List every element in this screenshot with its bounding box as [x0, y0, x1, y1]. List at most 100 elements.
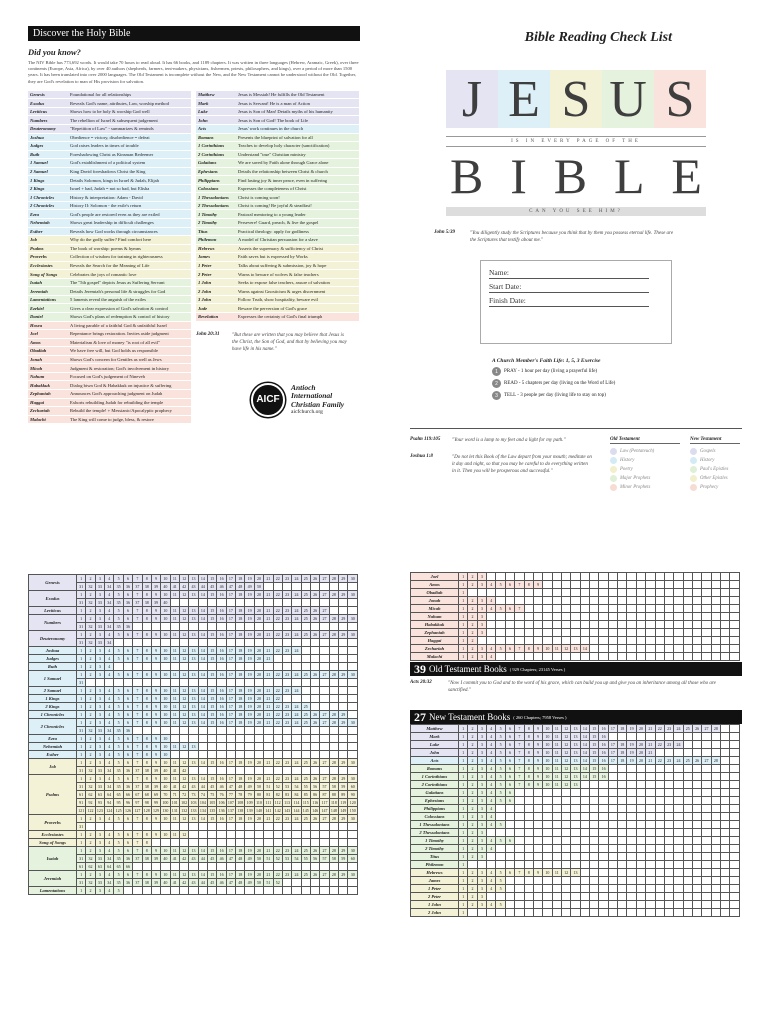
- chapter-checkbox[interactable]: 52: [272, 854, 283, 863]
- chapter-checkbox[interactable]: 7: [514, 644, 525, 653]
- chapter-checkbox[interactable]: 12: [178, 686, 190, 695]
- chapter-checkbox[interactable]: 10: [160, 686, 171, 695]
- chapter-checkbox[interactable]: 3: [94, 774, 106, 783]
- chapter-checkbox[interactable]: 137: [225, 806, 237, 815]
- chapter-checkbox[interactable]: 37: [132, 854, 143, 863]
- chapter-checkbox[interactable]: 17: [607, 724, 619, 733]
- chapter-checkbox[interactable]: 20: [253, 606, 265, 615]
- chapter-checkbox[interactable]: 9: [150, 670, 162, 679]
- chapter-checkbox[interactable]: 15: [207, 646, 218, 655]
- chapter-checkbox[interactable]: 1: [457, 756, 469, 765]
- chapter-checkbox[interactable]: 25: [300, 670, 312, 679]
- chapter-checkbox[interactable]: 25: [300, 814, 312, 823]
- chapter-checkbox[interactable]: 12: [178, 654, 190, 663]
- chapter-checkbox[interactable]: 21: [263, 718, 274, 727]
- chapter-checkbox[interactable]: 22: [272, 758, 283, 767]
- chapter-checkbox[interactable]: 108: [235, 798, 246, 807]
- chapter-checkbox[interactable]: 9: [150, 574, 162, 583]
- chapter-checkbox[interactable]: 2: [467, 580, 478, 589]
- chapter-checkbox[interactable]: 42: [178, 766, 190, 775]
- chapter-checkbox[interactable]: 6: [504, 772, 516, 781]
- chapter-checkbox[interactable]: 23: [663, 724, 675, 733]
- chapter-checkbox[interactable]: 9: [150, 846, 162, 855]
- chapter-checkbox[interactable]: 57: [319, 782, 330, 791]
- chapter-checkbox[interactable]: 23: [281, 686, 293, 695]
- chapter-checkbox[interactable]: 5: [113, 838, 124, 847]
- chapter-checkbox[interactable]: 7: [132, 750, 143, 759]
- chapter-checkbox[interactable]: 21: [645, 748, 656, 757]
- chapter-checkbox[interactable]: 29: [338, 846, 349, 855]
- chapter-checkbox[interactable]: 22: [272, 590, 283, 599]
- chapter-checkbox[interactable]: 115: [300, 798, 312, 807]
- chapter-checkbox[interactable]: 9: [532, 740, 544, 749]
- chapter-checkbox[interactable]: 24: [291, 686, 302, 695]
- chapter-checkbox[interactable]: 7: [132, 630, 143, 639]
- chapter-checkbox[interactable]: 46: [216, 582, 227, 591]
- chapter-checkbox[interactable]: 8: [523, 644, 534, 653]
- chapter-checkbox[interactable]: 5: [495, 580, 506, 589]
- chapter-checkbox[interactable]: 1: [75, 630, 87, 639]
- chapter-checkbox[interactable]: 6: [504, 580, 516, 589]
- chapter-checkbox[interactable]: 13: [188, 574, 199, 583]
- chapter-checkbox[interactable]: 21: [263, 574, 274, 583]
- chapter-checkbox[interactable]: 3: [476, 612, 488, 621]
- chapter-checkbox[interactable]: 6: [122, 814, 134, 823]
- chapter-checkbox[interactable]: 3: [94, 718, 106, 727]
- chapter-checkbox[interactable]: 1: [75, 718, 87, 727]
- chapter-checkbox[interactable]: 22: [272, 606, 283, 615]
- chapter-checkbox[interactable]: 7: [132, 870, 143, 879]
- chapter-checkbox[interactable]: 1: [75, 742, 87, 751]
- chapter-checkbox[interactable]: 66: [122, 862, 134, 871]
- chapter-checkbox[interactable]: 51: [263, 782, 274, 791]
- chapter-checkbox[interactable]: 2: [85, 814, 96, 823]
- chapter-checkbox[interactable]: 1: [457, 828, 469, 837]
- chapter-checkbox[interactable]: 38: [141, 582, 152, 591]
- chapter-checkbox[interactable]: 9: [150, 742, 162, 751]
- chapter-checkbox[interactable]: 6: [504, 724, 516, 733]
- chapter-checkbox[interactable]: 4: [486, 804, 497, 813]
- chapter-checkbox[interactable]: 10: [160, 710, 171, 719]
- chapter-checkbox[interactable]: 24: [673, 724, 684, 733]
- chapter-checkbox[interactable]: 22: [272, 614, 283, 623]
- chapter-checkbox[interactable]: 8: [141, 590, 152, 599]
- chapter-checkbox[interactable]: 5: [495, 788, 506, 797]
- chapter-checkbox[interactable]: 7: [514, 724, 525, 733]
- chapter-checkbox[interactable]: 10: [160, 702, 171, 711]
- chapter-checkbox[interactable]: 10: [542, 740, 553, 749]
- chapter-checkbox[interactable]: 8: [141, 614, 152, 623]
- chapter-checkbox[interactable]: 5: [495, 764, 506, 773]
- chapter-checkbox[interactable]: 25: [300, 574, 312, 583]
- chapter-checkbox[interactable]: 16: [598, 740, 609, 749]
- chapter-checkbox[interactable]: 8: [141, 702, 152, 711]
- chapter-checkbox[interactable]: 123: [94, 806, 106, 815]
- chapter-checkbox[interactable]: 121: [75, 806, 87, 815]
- chapter-checkbox[interactable]: 5: [113, 758, 124, 767]
- chapter-checkbox[interactable]: 16: [216, 702, 227, 711]
- chapter-checkbox[interactable]: 9: [532, 764, 544, 773]
- chapter-checkbox[interactable]: 36: [122, 782, 134, 791]
- chapter-checkbox[interactable]: 6: [122, 830, 134, 839]
- chapter-checkbox[interactable]: 23: [281, 710, 293, 719]
- chapter-checkbox[interactable]: 142: [272, 806, 283, 815]
- chapter-checkbox[interactable]: 9: [150, 870, 162, 879]
- chapter-checkbox[interactable]: 143: [281, 806, 293, 815]
- chapter-checkbox[interactable]: 1: [75, 702, 87, 711]
- chapter-checkbox[interactable]: 10: [160, 814, 171, 823]
- chapter-checkbox[interactable]: 4: [104, 710, 115, 719]
- chapter-checkbox[interactable]: 27: [701, 756, 712, 765]
- chapter-checkbox[interactable]: 5: [495, 740, 506, 749]
- chapter-checkbox[interactable]: 35: [113, 598, 124, 607]
- chapter-checkbox[interactable]: 2: [85, 886, 96, 895]
- chapter-checkbox[interactable]: 18: [235, 590, 246, 599]
- chapter-checkbox[interactable]: 8: [141, 774, 152, 783]
- chapter-checkbox[interactable]: 37: [132, 598, 143, 607]
- chapter-checkbox[interactable]: 33: [94, 638, 106, 647]
- chapter-checkbox[interactable]: 24: [291, 630, 302, 639]
- chapter-checkbox[interactable]: 8: [141, 742, 152, 751]
- chapter-checkbox[interactable]: 12: [178, 670, 190, 679]
- chapter-checkbox[interactable]: 3: [476, 732, 488, 741]
- chapter-checkbox[interactable]: 25: [300, 590, 312, 599]
- chapter-checkbox[interactable]: 13: [570, 732, 581, 741]
- chapter-checkbox[interactable]: 37: [132, 582, 143, 591]
- chapter-checkbox[interactable]: 16: [216, 694, 227, 703]
